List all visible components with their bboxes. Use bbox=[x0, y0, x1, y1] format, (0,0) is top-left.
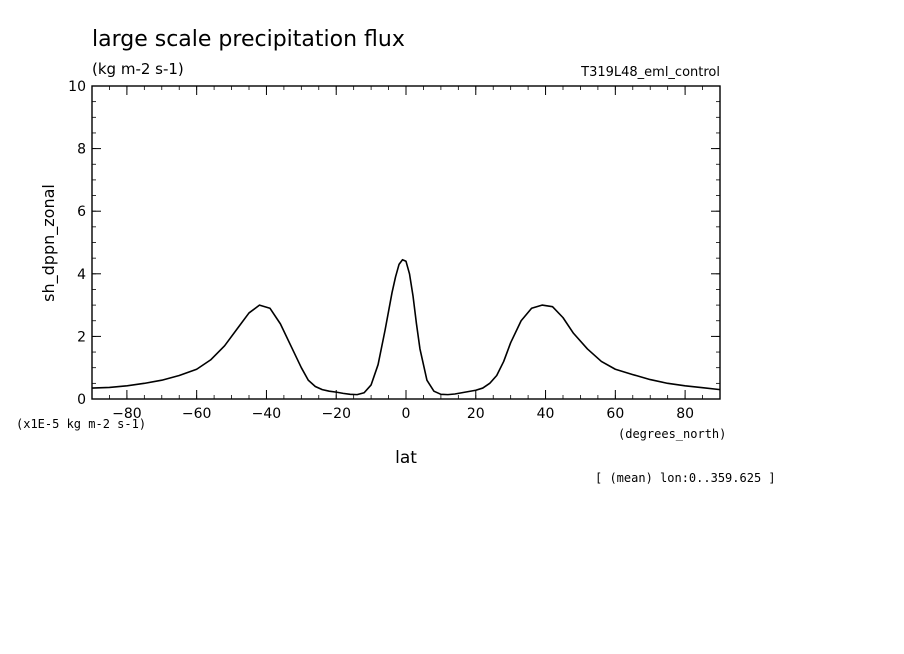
y-tick-label: 4 bbox=[77, 267, 86, 283]
chart-units: (kg m-2 s-1) bbox=[92, 60, 184, 78]
x-tick-label: −60 bbox=[182, 406, 212, 422]
footnote: [ (mean) lon:0..359.625 ] bbox=[595, 471, 776, 485]
y-tick-label: 0 bbox=[77, 392, 86, 408]
chart-title: large scale precipitation flux bbox=[92, 27, 405, 52]
x-axis-label: lat bbox=[395, 448, 417, 468]
axis-ticks bbox=[91, 85, 721, 400]
run-label: T319L48_eml_control bbox=[580, 65, 720, 80]
plot-frame bbox=[91, 85, 721, 400]
y-axis-label: sh_dppn_zonal bbox=[39, 184, 59, 302]
y-tick-label: 10 bbox=[68, 79, 86, 95]
y-scale-note: (x1E-5 kg m-2 s-1) bbox=[16, 417, 146, 431]
x-tick-label: −40 bbox=[252, 406, 282, 422]
y-tick-label: 8 bbox=[77, 142, 86, 158]
x-axis-units: (degrees_north) bbox=[618, 427, 726, 441]
x-tick-label: 80 bbox=[676, 406, 694, 422]
x-tick-label: 0 bbox=[402, 406, 411, 422]
tick-labels: −80 −60 −40 −20 0 20 40 60 80 0 2 4 6 8 10 bbox=[68, 79, 694, 422]
x-tick-label: −20 bbox=[321, 406, 351, 422]
x-tick-label: 20 bbox=[467, 406, 485, 422]
series-line-1 bbox=[91, 258, 721, 396]
x-tick-label: −80 bbox=[112, 406, 142, 422]
x-tick-label: 40 bbox=[537, 406, 555, 422]
x-tick-label: 60 bbox=[606, 406, 624, 422]
series-group bbox=[91, 258, 721, 396]
y-tick-label: 2 bbox=[77, 329, 86, 345]
y-tick-label: 6 bbox=[77, 204, 86, 220]
